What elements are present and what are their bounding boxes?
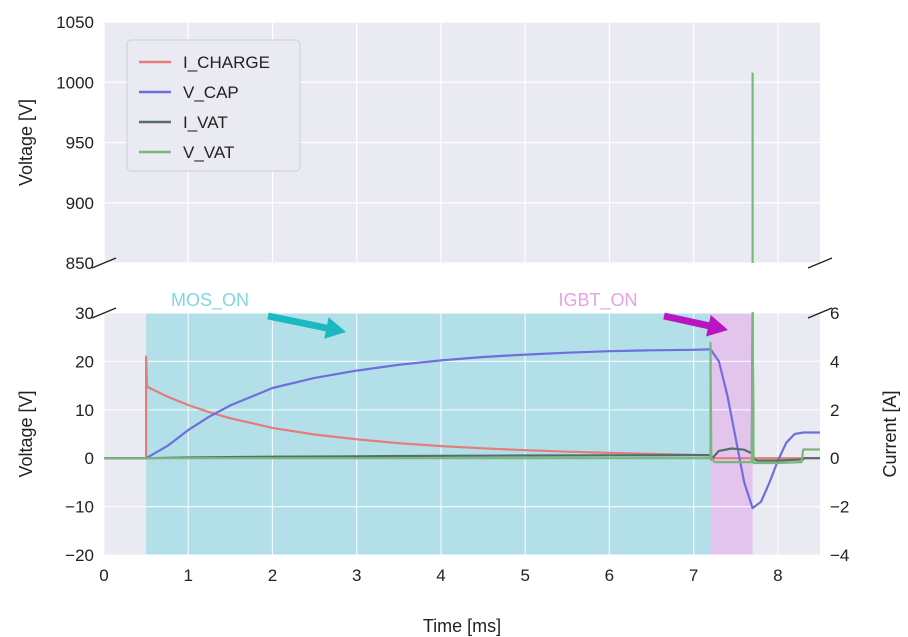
- axis-break-mark: [807, 307, 833, 319]
- lower-right-y-axis-label: Current [A]: [880, 390, 900, 477]
- annotations: MOS_ON IGBT_ON: [171, 290, 728, 339]
- series-line-i-vat: [104, 311, 820, 462]
- lower-left-y-tick-label: −20: [65, 546, 94, 565]
- lower-right-y-tick-label: −4: [830, 546, 849, 565]
- series-line-v-cap: [104, 348, 820, 510]
- legend: I_CHARGE V_CAP I_VAT V_VAT: [126, 39, 301, 172]
- lower-right-y-tick-label: 4: [830, 352, 839, 371]
- lower-left-y-tick-label: 10: [75, 401, 94, 420]
- x-tick-label: 7: [689, 566, 698, 585]
- axis-break-mark: [91, 257, 117, 269]
- lower-left-y-tick-label: 0: [85, 449, 94, 468]
- lower-right-y-tick-label: 0: [830, 449, 839, 468]
- lower-left-y-tick-label: 30: [75, 304, 94, 323]
- legend-label-v-cap: V_CAP: [183, 83, 239, 102]
- x-tick-label: 1: [184, 566, 193, 585]
- lower-right-y-tick-label: 6: [830, 304, 839, 323]
- igbt-on-arrow: [663, 312, 728, 337]
- shaded-region-mos-on: [146, 313, 711, 555]
- legend-label-i-charge: I_CHARGE: [183, 53, 270, 72]
- lower-left-y-tick-label: −10: [65, 498, 94, 517]
- axis-break-mark: [91, 307, 117, 319]
- lower-left-y-ticks: −20 −10 0 10 20 30: [65, 304, 94, 565]
- x-tick-label: 4: [436, 566, 445, 585]
- upper-y-tick-label: 1050: [56, 13, 94, 32]
- shaded-region-igbt-on: [710, 313, 753, 555]
- legend-label-i-vat: I_VAT: [183, 113, 228, 132]
- x-tick-label: 5: [520, 566, 529, 585]
- lower-left-y-tick-label: 20: [75, 352, 94, 371]
- legend-frame: [126, 39, 301, 172]
- x-ticks: 0 1 2 3 4 5 6 7 8: [99, 566, 782, 585]
- lower-left-y-axis-label: Voltage [V]: [16, 390, 36, 477]
- axis-break-marks: [91, 257, 833, 319]
- igbt-on-annotation: IGBT_ON: [558, 290, 637, 311]
- lower-right-y-tick-label: −2: [830, 498, 849, 517]
- upper-y-tick-label: 1000: [56, 73, 94, 92]
- mos-on-annotation: MOS_ON: [171, 290, 249, 311]
- series-line-v-vat: [104, 311, 820, 465]
- upper-y-tick-label: 900: [66, 194, 94, 213]
- x-tick-label: 2: [268, 566, 277, 585]
- x-tick-label: 0: [99, 566, 108, 585]
- x-tick-label: 6: [605, 566, 614, 585]
- upper-y-tick-label: 850: [66, 254, 94, 273]
- lower-right-y-ticks: −4 −2 0 2 4 6: [830, 304, 849, 565]
- x-tick-label: 3: [352, 566, 361, 585]
- axis-break-mark: [807, 257, 833, 269]
- mos-on-arrow: [267, 312, 346, 339]
- lower-right-y-tick-label: 2: [830, 401, 839, 420]
- upper-y-ticks: 850 900 950 1000 1050: [56, 13, 94, 273]
- lower-series-lines: [104, 311, 820, 510]
- upper-y-axis-label: Voltage [V]: [16, 99, 36, 186]
- x-axis-label: Time [ms]: [423, 616, 501, 636]
- shaded-regions: [146, 313, 753, 555]
- upper-y-tick-label: 950: [66, 134, 94, 153]
- lower-gridlines: [103, 312, 820, 556]
- x-tick-label: 8: [773, 566, 782, 585]
- legend-label-v-vat: V_VAT: [183, 143, 234, 162]
